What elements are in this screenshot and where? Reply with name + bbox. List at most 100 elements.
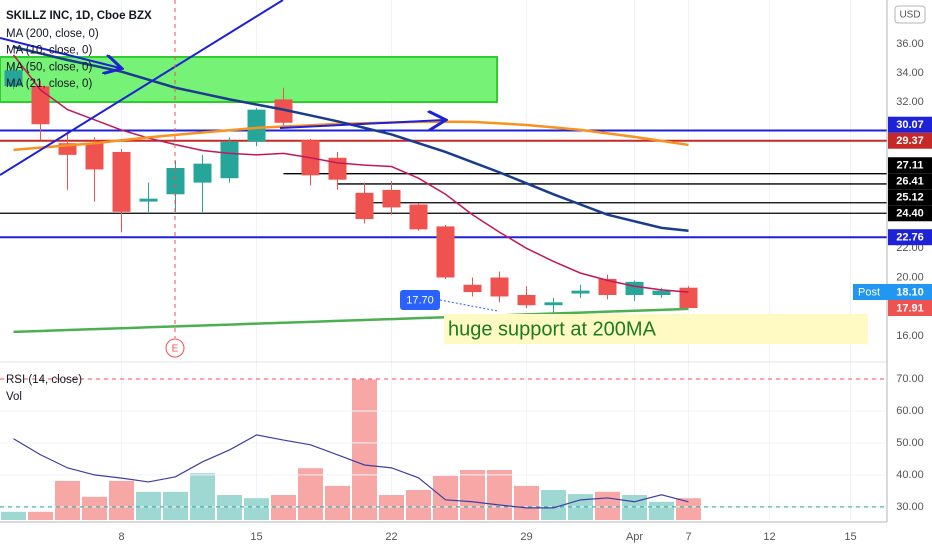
badge-label: 30.07 (896, 119, 924, 131)
post-badge (853, 283, 932, 300)
candle-body (193, 163, 212, 183)
candle-body (85, 143, 104, 170)
volume-bar (487, 470, 512, 520)
candle-body (490, 277, 509, 297)
candle-body (355, 192, 374, 220)
moving-average (13, 307, 689, 334)
note-box (444, 314, 868, 344)
badge-label: 24.40 (896, 208, 924, 220)
volume-bar (325, 485, 350, 520)
candle-body (4, 70, 23, 87)
volume-bar (136, 491, 161, 520)
level-badge (888, 173, 932, 190)
volume-bar (352, 379, 377, 520)
rsi-tick-label: 30.00 (896, 501, 924, 513)
earnings-marker (165, 338, 185, 358)
volume-bar (622, 495, 647, 520)
rsi-tick-label: 60.00 (896, 405, 924, 417)
last-price-badge (888, 299, 932, 316)
volume-bar (190, 473, 215, 520)
volume-bar (82, 496, 107, 520)
price-axis-bg (887, 0, 932, 550)
candle-body (544, 302, 563, 306)
legend-entry: MA (50, close, 0) (6, 61, 92, 73)
post-name: Post (858, 286, 880, 298)
price-note: 17.70 (400, 290, 499, 312)
candle-body (571, 290, 590, 294)
price-note-box (400, 290, 440, 310)
candles (4, 64, 698, 313)
chart-title: SKILLZ INC, 1D, Cboe BZX (6, 10, 152, 22)
candle-body (625, 281, 644, 296)
volume-bar (406, 490, 431, 520)
badge-label: 26.41 (896, 176, 924, 188)
volume-bar (514, 485, 539, 520)
y-tick-label: 32.00 (896, 96, 924, 108)
moving-average (12, 54, 689, 293)
x-tick-label: 29 (520, 531, 532, 543)
volume-bar (163, 491, 188, 520)
currency-box[interactable] (894, 5, 926, 24)
y-tick-label: 20.00 (896, 271, 924, 283)
level-badge (888, 189, 932, 206)
level-badge (888, 116, 932, 133)
volume-bar (433, 475, 458, 520)
level-badge (888, 205, 932, 222)
candle-body (247, 109, 266, 142)
level-badge (888, 132, 932, 149)
candle-body (166, 168, 185, 195)
volume-bar (379, 495, 404, 520)
volume-bar (244, 498, 269, 520)
candle-body (517, 295, 536, 306)
badge-label: 29.37 (896, 135, 924, 147)
volume-bar (649, 501, 674, 520)
volume-bar (109, 480, 134, 520)
candle-body (58, 143, 77, 155)
x-tick-label: 7 (685, 531, 691, 543)
rsi-pane: RSI (14, close) Vol (0, 374, 887, 509)
trend-arrow (0, 37, 120, 68)
volume-bar (271, 495, 296, 520)
candle-body (382, 189, 401, 208)
candle-body (112, 151, 131, 212)
level-lines (0, 129, 887, 239)
x-tick-label: 12 (763, 531, 775, 543)
trend-line (0, 0, 284, 176)
candle-body (652, 290, 671, 296)
volume-bar (1, 511, 26, 520)
badge-label: 18.10 (896, 286, 924, 298)
y-tick-label: 34.00 (896, 67, 924, 79)
candle-body (220, 141, 239, 179)
rsi-name: RSI (14, close) (6, 374, 82, 386)
x-tick-label: 22 (385, 531, 397, 543)
price-note-label: 17.70 (406, 294, 434, 306)
volume-bar (55, 480, 80, 520)
rsi-tick-label: 50.00 (896, 437, 924, 449)
legend: MA (200, close, 0) MA (10, close, 0) MA (5… (6, 28, 99, 90)
volume-bar (595, 491, 620, 520)
candle-body (139, 198, 158, 202)
currency: USD (899, 10, 920, 21)
x-tick-label: 15 (844, 531, 856, 543)
badge-label: 22.76 (896, 232, 924, 244)
candle-body (679, 287, 698, 308)
level-badge (888, 229, 932, 246)
y-tick-label: 16.00 (896, 330, 924, 342)
x-tick-label: 15 (250, 531, 262, 543)
candle-body (598, 278, 617, 296)
volume-bar (676, 498, 701, 520)
candle-body (31, 86, 50, 125)
candle-body (409, 204, 428, 230)
level-badge (888, 157, 932, 174)
moving-average (13, 120, 689, 152)
y-tick-label: 36.00 (896, 38, 924, 50)
rsi-tick-label: 70.00 (896, 373, 924, 385)
volume-pane (1, 379, 701, 520)
rsi-line (13, 434, 689, 509)
legend-entry: MA (21, close, 0) (6, 78, 92, 90)
trend-arrow (279, 120, 444, 128)
rsi-tick-label: 40.00 (896, 469, 924, 481)
